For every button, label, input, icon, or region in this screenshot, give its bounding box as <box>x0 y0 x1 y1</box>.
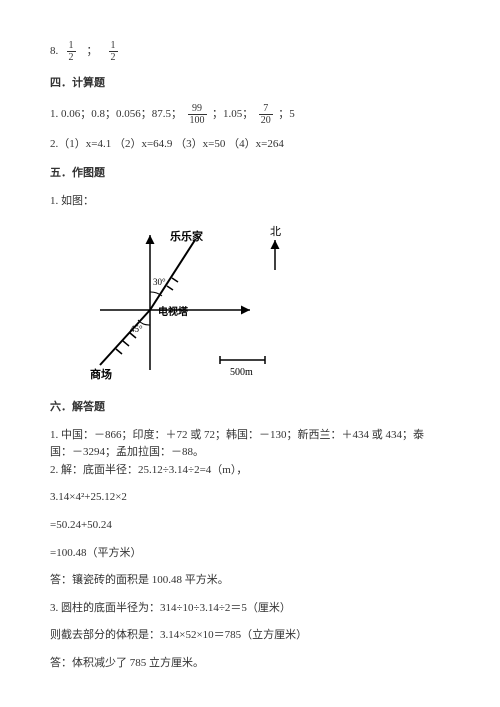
fraction-99-100: 99 100 <box>188 103 207 126</box>
s4-q1-end: ；5 <box>278 108 295 120</box>
scale-label: 500m <box>230 367 253 378</box>
s6-q1a: 1. 中国：－866；印度：＋72 或 72；韩国：－130；新西兰：＋434 … <box>50 427 450 445</box>
s6-q1b: 国：－3294；孟加拉国：－88。 <box>50 444 450 462</box>
s4-q2: 2.（1）x=4.1 （2）x=64.9 （3）x=50 （4）x=264 <box>50 136 450 154</box>
angle30-label: 30° <box>153 277 166 287</box>
s6-q3b: 则截去部分的体积是：3.14×52×10＝785（立方厘米） <box>50 627 450 645</box>
section-6-title: 六．解答题 <box>50 399 450 417</box>
s6-calc3: =100.48（平方米） <box>50 545 450 563</box>
mall-label: 商场 <box>90 367 112 380</box>
s4-q1-prefix: 1. 0.06；0.8；0.056；87.5； <box>50 108 182 120</box>
figure-diagram: 北 乐乐家 电视塔 商场 30° 45° 500m <box>80 220 450 387</box>
question-8: 8. 1 2 ； 1 2 <box>50 40 450 63</box>
s6-ans1: 答：镶瓷砖的面积是 100.48 平方米。 <box>50 572 450 590</box>
s6-q2: 2. 解：底面半径：25.12÷3.14÷2=4（m）， <box>50 462 450 480</box>
section-5-title: 五．作图题 <box>50 165 450 183</box>
s6-ans3: 答：体积减少了 785 立方厘米。 <box>50 655 450 673</box>
q8-prefix: 8. <box>50 45 58 57</box>
s6-calc1: 3.14×4²+25.12×2 <box>50 489 450 507</box>
s6-q3: 3. 圆柱的底面半径为：314÷10÷3.14÷2＝5（厘米） <box>50 600 450 618</box>
section-4-title: 四．计算题 <box>50 75 450 93</box>
fraction-2: 1 2 <box>109 40 118 63</box>
s5-q1: 1. 如图： <box>50 193 450 211</box>
fraction-1: 1 2 <box>67 40 76 63</box>
sep: ； <box>87 45 98 57</box>
lelejia-label: 乐乐家 <box>170 229 204 243</box>
s4-q1: 1. 0.06；0.8；0.056；87.5； 99 100 ；1.05； 7 … <box>50 103 450 126</box>
s6-calc2: =50.24+50.24 <box>50 517 450 535</box>
s4-q1-mid: ；1.05； <box>212 108 253 120</box>
north-label: 北 <box>270 225 281 238</box>
angle45-label: 45° <box>130 324 143 334</box>
tvtower-label: 电视塔 <box>158 305 189 318</box>
fraction-7-20: 7 20 <box>259 103 273 126</box>
